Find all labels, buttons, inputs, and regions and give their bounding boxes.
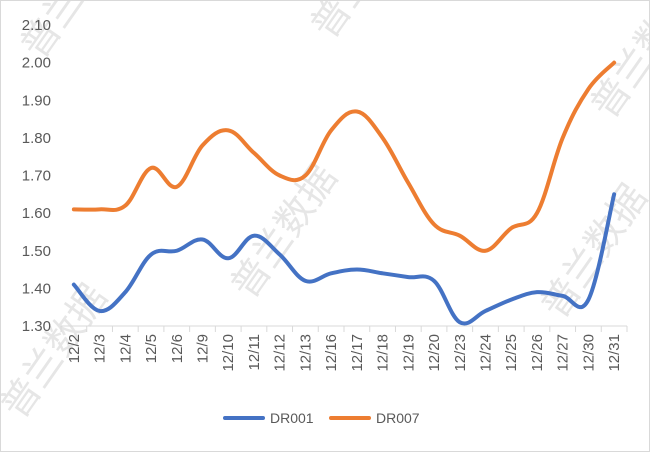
x-tick-label: 12/3	[92, 334, 109, 363]
watermark-text-4: 普兰数据	[532, 176, 649, 326]
x-tick-label: 12/11	[246, 334, 263, 370]
x-tick-label: 12/16	[323, 334, 340, 372]
y-tick-label: 1.90	[22, 92, 51, 109]
series-line-dr007	[71, 60, 617, 253]
x-tick-label: 12/12	[272, 334, 289, 372]
x-tick-label: 12/24	[478, 334, 495, 372]
watermark-text-1: 普兰数据	[302, 1, 425, 46]
y-tick-label: 2.10	[22, 17, 51, 34]
x-tick-label: 12/17	[349, 334, 366, 372]
x-tick-label: 12/27	[555, 334, 572, 372]
series-line-dr001	[71, 192, 617, 326]
legend-label-dr007: DR007	[376, 410, 420, 426]
legend: DR001 DR007	[223, 410, 420, 426]
y-axis: 1.30 1.40 1.50 1.60 1.70 1.80 1.90 2.00 2.10	[22, 17, 51, 335]
x-tick-label: 12/13	[297, 334, 314, 372]
y-tick-label: 1.50	[22, 243, 51, 260]
x-tick-label: 12/6	[169, 334, 186, 363]
x-tick-label: 12/26	[529, 334, 546, 372]
legend-item-dr007: DR007	[329, 410, 420, 426]
x-tick-label: 12/18	[375, 334, 392, 372]
legend-label-dr001: DR001	[270, 410, 314, 426]
y-tick-label: 1.30	[22, 318, 51, 335]
y-tick-label: 2.00	[22, 55, 51, 72]
legend-item-dr001: DR001	[223, 410, 314, 426]
x-tick-label: 12/10	[220, 334, 237, 372]
x-tick-label: 12/2	[66, 334, 83, 363]
y-tick-label: 1.70	[22, 168, 51, 185]
y-tick-label: 1.80	[22, 130, 51, 147]
x-tick-label: 12/25	[503, 334, 520, 372]
x-axis: 12/2 12/3 12/4 12/5 12/6 12/9 12/10 12/11 12/12 1…	[60, 325, 628, 372]
x-tick-label: 12/5	[143, 334, 160, 363]
x-tick-label: 12/9	[195, 334, 212, 363]
x-tick-label: 12/30	[580, 334, 597, 372]
x-tick-label: 12/23	[452, 334, 469, 372]
x-tick-label: 12/20	[426, 334, 443, 372]
series-layer	[71, 60, 617, 326]
x-tick-label: 12/19	[400, 334, 417, 372]
y-tick-label: 1.60	[22, 205, 51, 222]
x-tick-label: 12/4	[117, 334, 134, 363]
y-tick-label: 1.40	[22, 280, 51, 297]
x-tick-label: 12/31	[606, 334, 623, 372]
